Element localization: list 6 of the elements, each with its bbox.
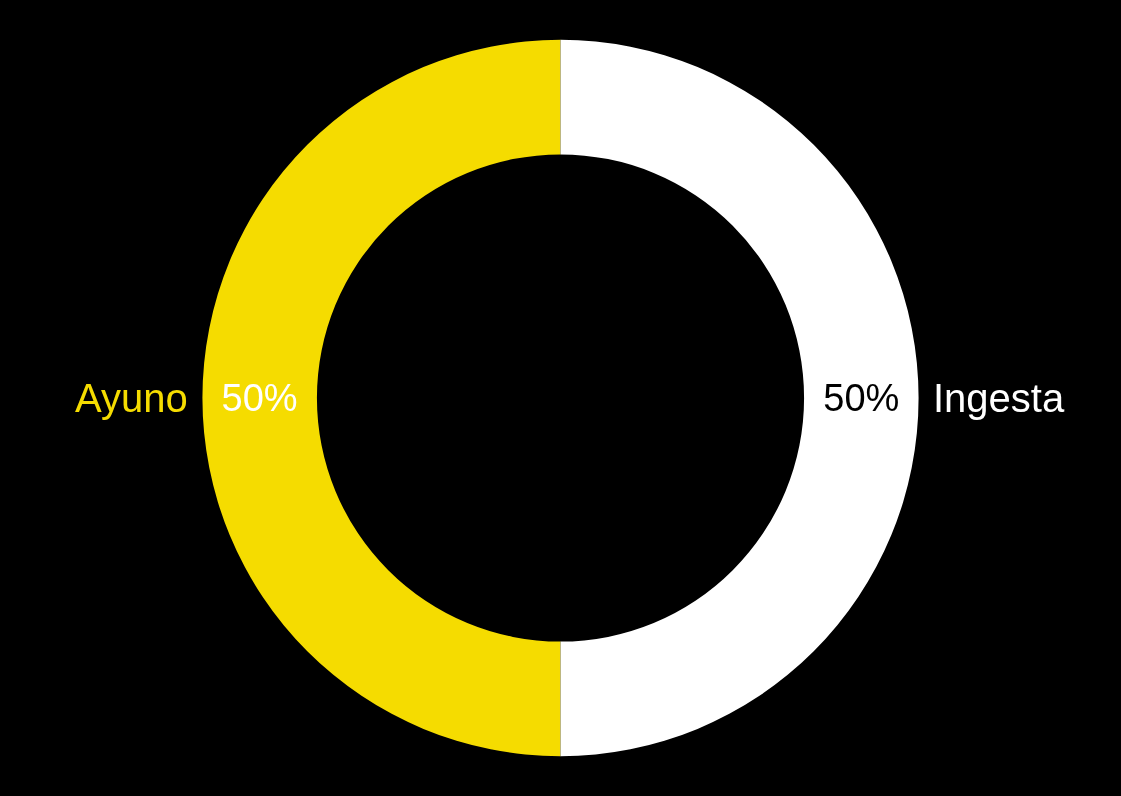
donut-slice <box>203 39 561 757</box>
data-label: 50% <box>221 377 298 419</box>
slice-label: Ingesta <box>933 376 1065 420</box>
data-label: 50% <box>823 377 900 419</box>
donut-slice <box>560 39 918 757</box>
slice-label: Ayuno <box>75 376 188 420</box>
